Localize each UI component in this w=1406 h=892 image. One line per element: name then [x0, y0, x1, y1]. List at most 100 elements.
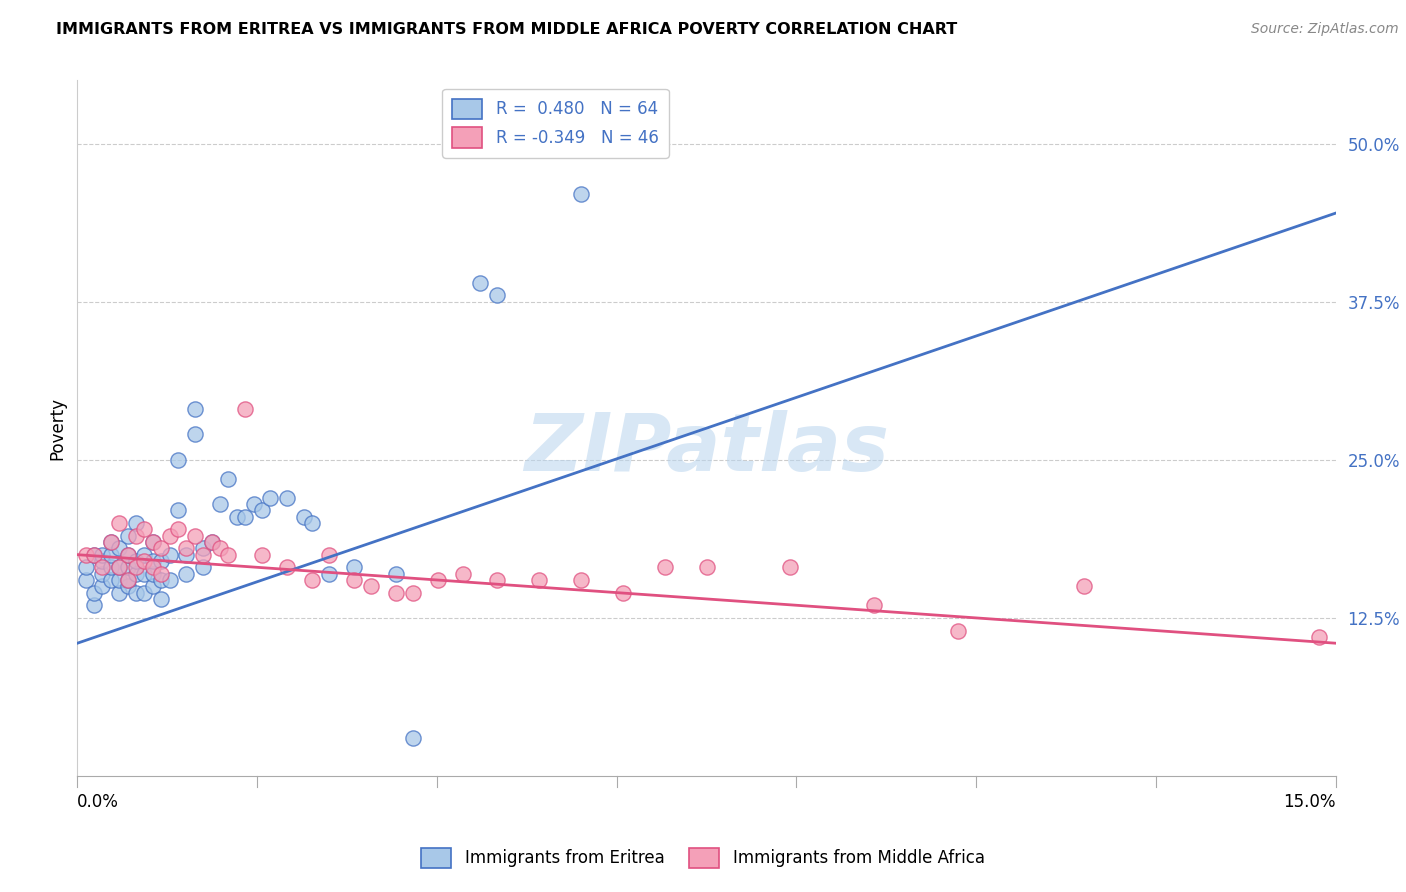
- Point: [318, 566, 340, 581]
- Point: [100, 560, 122, 574]
- Point: [142, 535, 165, 549]
- Point: [142, 566, 165, 581]
- Point: [208, 541, 231, 556]
- Point: [142, 560, 165, 574]
- Text: Source: ZipAtlas.com: Source: ZipAtlas.com: [1251, 22, 1399, 37]
- Point: [217, 472, 239, 486]
- Point: [167, 503, 190, 517]
- Point: [250, 548, 273, 562]
- Point: [343, 560, 366, 574]
- Point: [1073, 579, 1095, 593]
- Point: [142, 554, 165, 568]
- Point: [654, 560, 676, 574]
- Text: IMMIGRANTS FROM ERITREA VS IMMIGRANTS FROM MIDDLE AFRICA POVERTY CORRELATION CHA: IMMIGRANTS FROM ERITREA VS IMMIGRANTS FR…: [56, 22, 957, 37]
- Point: [250, 503, 273, 517]
- Point: [402, 585, 425, 599]
- Point: [150, 573, 173, 587]
- Point: [451, 566, 474, 581]
- Point: [527, 573, 550, 587]
- Point: [184, 427, 207, 442]
- Point: [167, 522, 190, 536]
- Point: [83, 599, 105, 613]
- Point: [108, 573, 131, 587]
- Point: [1308, 630, 1330, 644]
- Point: [159, 548, 181, 562]
- Point: [117, 548, 139, 562]
- Point: [117, 579, 139, 593]
- Point: [259, 491, 281, 505]
- Point: [176, 548, 198, 562]
- Point: [427, 573, 450, 587]
- Point: [108, 516, 131, 530]
- Point: [208, 497, 231, 511]
- Legend: Immigrants from Eritrea, Immigrants from Middle Africa: Immigrants from Eritrea, Immigrants from…: [415, 841, 991, 875]
- Point: [150, 591, 173, 606]
- Point: [117, 548, 139, 562]
- Point: [863, 599, 886, 613]
- Point: [318, 548, 340, 562]
- Point: [301, 573, 323, 587]
- Point: [117, 529, 139, 543]
- Point: [117, 573, 139, 587]
- Point: [125, 516, 148, 530]
- Point: [117, 560, 139, 574]
- Point: [200, 535, 222, 549]
- Point: [159, 529, 181, 543]
- Point: [200, 535, 222, 549]
- Point: [569, 573, 592, 587]
- Point: [125, 560, 148, 574]
- Point: [75, 560, 97, 574]
- Point: [125, 554, 148, 568]
- Point: [117, 573, 139, 587]
- Point: [134, 548, 156, 562]
- Point: [83, 585, 105, 599]
- Point: [91, 566, 114, 581]
- Point: [184, 402, 207, 417]
- Point: [125, 529, 148, 543]
- Point: [343, 573, 366, 587]
- Point: [108, 585, 131, 599]
- Point: [276, 491, 298, 505]
- Point: [150, 566, 173, 581]
- Point: [91, 560, 114, 574]
- Point: [100, 548, 122, 562]
- Y-axis label: Poverty: Poverty: [48, 397, 66, 459]
- Point: [100, 573, 122, 587]
- Legend: R =  0.480   N = 64, R = -0.349   N = 46: R = 0.480 N = 64, R = -0.349 N = 46: [443, 88, 669, 158]
- Point: [385, 585, 408, 599]
- Point: [83, 548, 105, 562]
- Text: 0.0%: 0.0%: [77, 793, 120, 811]
- Point: [142, 535, 165, 549]
- Point: [276, 560, 298, 574]
- Point: [612, 585, 634, 599]
- Point: [125, 585, 148, 599]
- Point: [100, 535, 122, 549]
- Point: [292, 509, 315, 524]
- Point: [176, 541, 198, 556]
- Point: [134, 554, 156, 568]
- Point: [485, 288, 508, 302]
- Point: [696, 560, 718, 574]
- Point: [142, 579, 165, 593]
- Point: [360, 579, 382, 593]
- Point: [468, 276, 491, 290]
- Point: [91, 579, 114, 593]
- Point: [125, 566, 148, 581]
- Point: [779, 560, 801, 574]
- Point: [402, 731, 425, 745]
- Point: [83, 548, 105, 562]
- Point: [159, 573, 181, 587]
- Point: [150, 554, 173, 568]
- Point: [150, 541, 173, 556]
- Point: [108, 560, 131, 574]
- Point: [167, 452, 190, 467]
- Point: [134, 522, 156, 536]
- Point: [385, 566, 408, 581]
- Point: [191, 548, 215, 562]
- Point: [233, 402, 256, 417]
- Point: [134, 566, 156, 581]
- Point: [242, 497, 264, 511]
- Point: [225, 509, 247, 524]
- Point: [108, 560, 131, 574]
- Point: [485, 573, 508, 587]
